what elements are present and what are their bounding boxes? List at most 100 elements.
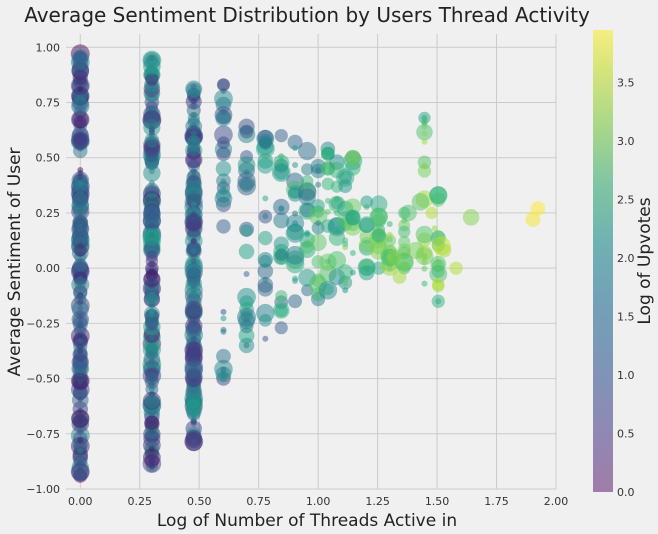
x-tick-label: 2.00	[544, 495, 569, 508]
data-point	[77, 251, 84, 258]
data-point	[315, 167, 322, 174]
colorbar-label: Log of Upvotes	[635, 197, 655, 324]
data-point	[216, 348, 231, 364]
data-point	[386, 220, 393, 227]
data-point	[258, 313, 272, 327]
data-point	[190, 439, 197, 446]
x-tick-label: 1.75	[484, 495, 509, 508]
data-point	[145, 72, 159, 86]
data-point	[148, 363, 155, 370]
data-point	[425, 206, 438, 220]
colorbar-tick-labels: 0.0 0.5 1.0 1.5 2.0 2.5 3.0 3.5	[617, 77, 635, 499]
data-point	[184, 280, 203, 300]
data-point	[77, 459, 84, 466]
data-point	[258, 136, 272, 150]
data-point	[216, 173, 231, 189]
data-point	[530, 201, 546, 216]
data-point	[342, 276, 349, 283]
y-tick-label: 0.50	[36, 152, 61, 165]
data-point	[220, 308, 227, 315]
data-point	[148, 307, 155, 314]
data-point	[72, 69, 88, 86]
x-tick-label: 0.00	[68, 495, 93, 508]
data-point	[190, 130, 197, 137]
data-point	[421, 130, 428, 137]
data-point	[184, 346, 203, 364]
data-point	[304, 231, 311, 238]
data-point	[386, 231, 393, 238]
data-point	[77, 304, 84, 311]
data-point	[238, 337, 255, 354]
data-point	[363, 260, 370, 267]
data-point	[220, 315, 227, 322]
y-axis-label: Average Sentiment of User	[5, 147, 25, 376]
data-point	[324, 208, 331, 215]
x-tick-label: 0.75	[246, 495, 271, 508]
colorbar-tick-label: 1.0	[617, 369, 635, 382]
data-point	[462, 209, 480, 226]
data-point	[257, 157, 274, 174]
data-point	[77, 337, 84, 344]
data-point	[143, 164, 161, 182]
data-point	[77, 347, 84, 354]
data-point	[220, 326, 227, 333]
data-point	[430, 255, 447, 272]
data-point	[309, 233, 327, 252]
data-point	[292, 210, 299, 217]
data-point	[187, 319, 201, 333]
data-point	[333, 196, 340, 203]
data-point	[184, 360, 203, 379]
colorbar-tick-label: 2.5	[617, 194, 635, 207]
data-point	[77, 429, 84, 436]
data-point	[342, 237, 349, 244]
data-point	[431, 225, 438, 232]
data-point	[143, 105, 161, 124]
data-point	[77, 173, 84, 180]
data-point	[349, 269, 356, 276]
y-tick-label: −1.00	[26, 483, 60, 496]
data-point	[74, 276, 87, 290]
data-point	[345, 209, 361, 226]
data-point	[429, 186, 448, 205]
data-point	[216, 146, 231, 162]
data-point	[344, 198, 362, 215]
data-point	[143, 430, 161, 448]
data-point	[287, 134, 303, 150]
data-point	[77, 293, 84, 300]
data-point	[77, 166, 84, 173]
data-point	[525, 212, 541, 227]
data-point	[262, 335, 269, 342]
data-point	[240, 224, 253, 237]
data-point	[308, 206, 328, 226]
data-point	[257, 277, 274, 293]
data-point	[77, 437, 84, 444]
data-point	[337, 264, 353, 280]
data-point	[145, 342, 159, 356]
data-point	[258, 254, 272, 268]
x-tick-label: 1.25	[365, 495, 390, 508]
data-point	[77, 86, 84, 93]
data-point	[274, 128, 288, 143]
data-point	[286, 223, 304, 241]
data-point	[77, 378, 84, 385]
data-point	[185, 80, 203, 98]
data-point	[278, 206, 285, 213]
data-point	[142, 227, 162, 247]
data-point	[272, 302, 290, 319]
colorbar-tick-label: 3.5	[617, 77, 635, 90]
data-point	[328, 229, 346, 246]
data-point	[421, 162, 428, 169]
y-tick-label: 0.25	[36, 207, 61, 220]
x-tick-labels: 0.00 0.25 0.50 0.75 1.00 1.25 1.50 1.75 2.00	[68, 495, 568, 508]
data-point	[336, 168, 355, 187]
data-point	[359, 217, 375, 233]
data-point	[72, 192, 89, 208]
data-point	[392, 270, 407, 284]
data-point	[185, 399, 202, 416]
data-point	[145, 317, 159, 331]
colorbar-tick-label: 0.0	[617, 486, 635, 499]
data-point	[71, 310, 90, 329]
data-point	[144, 415, 159, 430]
data-point	[407, 241, 425, 260]
